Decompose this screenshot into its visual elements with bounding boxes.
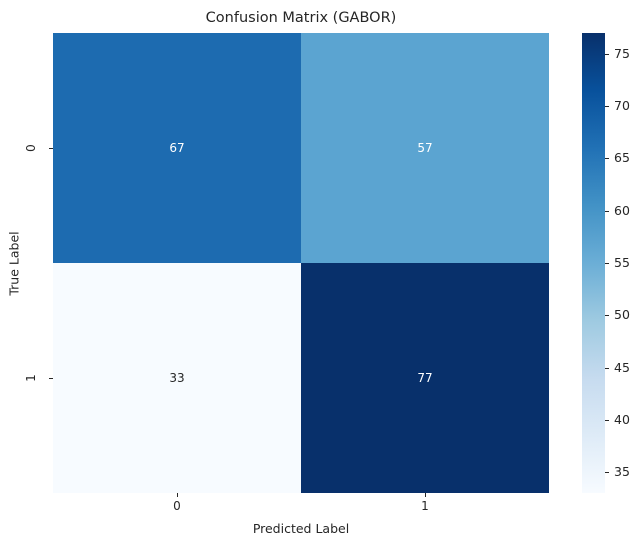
colorbar-tick-label: 55 bbox=[614, 255, 630, 270]
heatmap-cell-value: 57 bbox=[417, 141, 433, 155]
colorbar-ticks: 35 40 45 50 55 60 65 70 75 bbox=[605, 33, 640, 493]
colorbar-tick-mark bbox=[605, 158, 609, 160]
x-tick-mark bbox=[425, 493, 426, 497]
colorbar-tick-label: 45 bbox=[614, 359, 630, 375]
x-axis-label: Predicted Label bbox=[252, 521, 350, 536]
heatmap-cell-value: 67 bbox=[169, 141, 185, 155]
colorbar-tick-mark bbox=[605, 263, 609, 264]
colorbar-tick-mark bbox=[605, 106, 609, 108]
colorbar-tick-mark bbox=[605, 472, 609, 474]
colorbar-tick-mark bbox=[605, 210, 609, 212]
colorbar-tick-mark bbox=[605, 419, 609, 421]
colorbar-tick-mark bbox=[605, 367, 609, 369]
y-tick-mark bbox=[49, 378, 53, 379]
heatmap-cell-value: 77 bbox=[417, 371, 433, 385]
y-tick-label: 1 bbox=[24, 374, 38, 382]
colorbar-tick-label: 70 bbox=[614, 98, 630, 114]
x-tick-label: 0 bbox=[173, 499, 181, 513]
colorbar-tick-label: 35 bbox=[614, 464, 630, 480]
y-axis-label: True Label bbox=[6, 231, 22, 296]
x-tick-label: 1 bbox=[421, 499, 429, 513]
heatmap-cell-r0c0: 67 bbox=[53, 33, 301, 263]
colorbar-tick-label: 65 bbox=[614, 150, 630, 166]
heatmap-cell-r1c0: 33 bbox=[53, 263, 301, 493]
colorbar-tick-label: 75 bbox=[614, 45, 630, 61]
heatmap-cell-r1c1: 77 bbox=[301, 263, 549, 493]
colorbar-tick-mark bbox=[605, 315, 609, 317]
colorbar-tick-label: 40 bbox=[614, 411, 630, 427]
heatmap-cell-r0c1: 57 bbox=[301, 33, 549, 263]
colorbar-tick-mark bbox=[605, 53, 609, 55]
y-tick-label: 0 bbox=[24, 144, 38, 152]
heatmap-cell-value: 33 bbox=[169, 371, 185, 385]
colorbar-tick-label: 50 bbox=[614, 307, 630, 323]
y-tick-mark bbox=[49, 148, 53, 149]
chart-title: Confusion Matrix (GABOR) bbox=[205, 10, 397, 26]
colorbar bbox=[582, 33, 605, 493]
heatmap: 67 57 33 77 bbox=[53, 33, 549, 493]
x-tick-mark bbox=[177, 493, 178, 497]
colorbar-tick-label: 60 bbox=[614, 202, 630, 218]
